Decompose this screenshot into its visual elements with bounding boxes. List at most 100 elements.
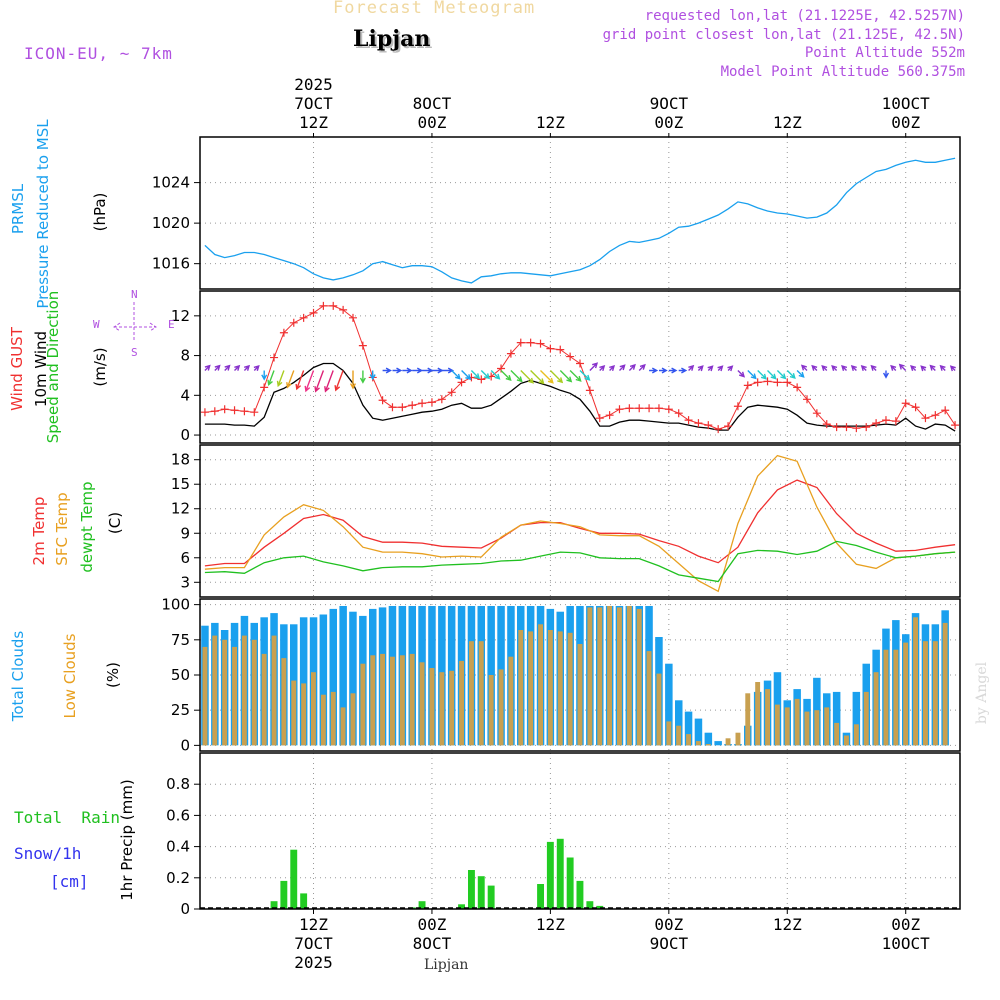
precip-unit: 1hr Precip (mm) <box>118 779 136 901</box>
rain-bar <box>290 849 298 909</box>
low-cloud-bar <box>202 646 208 746</box>
low-cloud-bar <box>725 738 731 746</box>
rain-bar <box>566 857 574 909</box>
wind-direction-arrow <box>559 370 573 383</box>
temp-2m-label: 2m Temp <box>30 496 48 566</box>
gust-point <box>299 313 308 322</box>
wind-direction-arrow <box>510 370 523 383</box>
wind-direction-arrow <box>649 367 659 374</box>
gust-point <box>378 396 387 405</box>
low-cloud-bar <box>686 734 691 746</box>
gust-point <box>348 313 357 322</box>
compass-w: W <box>93 318 100 331</box>
ytick-label: 75 <box>171 631 190 649</box>
total-cloud-bar <box>852 691 861 746</box>
gust-point <box>329 301 338 310</box>
bottom-time-label: 8OCT <box>413 934 452 953</box>
wind-direction-arrow <box>599 364 606 371</box>
gust-point <box>427 398 436 407</box>
ytick-label: 0 <box>180 736 190 754</box>
wind-direction-arrow <box>431 367 444 374</box>
gust-point <box>743 381 752 390</box>
panel-frame <box>199 752 961 910</box>
low-cloud-bar <box>873 672 879 746</box>
wind-direction-arrow <box>678 367 688 374</box>
wind-direction-arrow <box>234 364 241 372</box>
low-cloud-bar <box>380 653 385 746</box>
low-cloud-bar <box>488 675 494 746</box>
top-time-label: 12Z <box>536 113 565 132</box>
gust-point <box>941 406 950 415</box>
low-cloud-bar <box>923 641 928 746</box>
gust-point <box>339 305 348 314</box>
top-time-label: 12Z <box>773 113 802 132</box>
gust-point <box>516 338 525 347</box>
wind-gust-label: Wind GUST <box>8 327 26 411</box>
rain-bar <box>280 880 288 909</box>
bottom-time-label: 00Z <box>891 915 920 934</box>
low-cloud-bar <box>784 707 790 746</box>
low-cloud-bar <box>241 635 247 746</box>
ytick-label: 15 <box>171 475 190 493</box>
gust-point <box>418 399 427 408</box>
gust-point <box>536 339 545 348</box>
rain-bar <box>270 901 278 909</box>
wind-direction-arrow <box>870 364 877 371</box>
low-cloud-bar <box>617 607 622 746</box>
wind-direction-arrow <box>668 367 678 374</box>
gust-point <box>605 411 614 420</box>
rain-bar <box>556 838 564 909</box>
low-cloud-bar <box>360 663 366 746</box>
bottom-time-label: 00Z <box>417 915 446 934</box>
wind-direction-arrow <box>549 370 564 384</box>
panel-frame <box>199 598 961 752</box>
wind-direction-arrow <box>609 364 616 371</box>
wind-direction-arrow <box>261 370 268 381</box>
bottom-time-label: 12Z <box>773 915 802 934</box>
total-cloud-bar <box>329 608 337 746</box>
total-cloud-bar <box>299 617 308 746</box>
wind-direction-arrow <box>757 370 767 380</box>
wind-direction-arrow <box>530 370 545 385</box>
gust-point <box>576 359 584 368</box>
gust-point <box>595 414 604 423</box>
wind-direction-arrow <box>359 370 366 384</box>
low-cloud-bar <box>913 617 918 746</box>
wind-direction-arrow <box>821 364 828 371</box>
total-cloud-bar <box>339 606 347 746</box>
location-title: Lipjan <box>353 26 431 52</box>
rain-bar <box>418 901 426 909</box>
panel-frame <box>199 136 961 290</box>
wind-direction-arrow <box>253 364 260 371</box>
ytick-label: 8 <box>180 347 190 365</box>
low-cloud-bar <box>469 641 474 746</box>
low-cloud-bar <box>419 662 425 746</box>
rain-bar <box>537 884 544 909</box>
top-time-label: 12Z <box>299 113 328 132</box>
top-time-label: 00Z <box>891 113 920 132</box>
gust-point <box>635 404 644 413</box>
pressure-unit: (hPa) <box>91 192 109 232</box>
total-cloud-bar <box>694 718 703 746</box>
gust-point <box>556 345 565 354</box>
ytick-label: 1020 <box>152 214 190 232</box>
gust-point <box>783 378 792 387</box>
gust-point <box>812 409 821 418</box>
wind-direction-arrow <box>314 370 325 393</box>
low-cloud-bar <box>646 651 652 746</box>
gust-point <box>852 424 861 433</box>
temp-unit: (C) <box>106 511 124 535</box>
gust-point <box>773 378 782 387</box>
gust-point <box>447 388 456 397</box>
gust-point <box>822 420 831 429</box>
wind-direction-arrow <box>243 364 251 371</box>
sfc-temp-line <box>204 454 956 593</box>
low-cloud-bar <box>676 725 682 746</box>
wind-direction-arrow <box>882 370 890 379</box>
wind-direction-arrow <box>949 365 956 372</box>
wind-direction-arrow <box>747 370 757 380</box>
credit-watermark: by Angel <box>974 661 990 725</box>
wind-direction-arrow <box>369 370 376 381</box>
total-cloud-bar <box>684 711 693 746</box>
